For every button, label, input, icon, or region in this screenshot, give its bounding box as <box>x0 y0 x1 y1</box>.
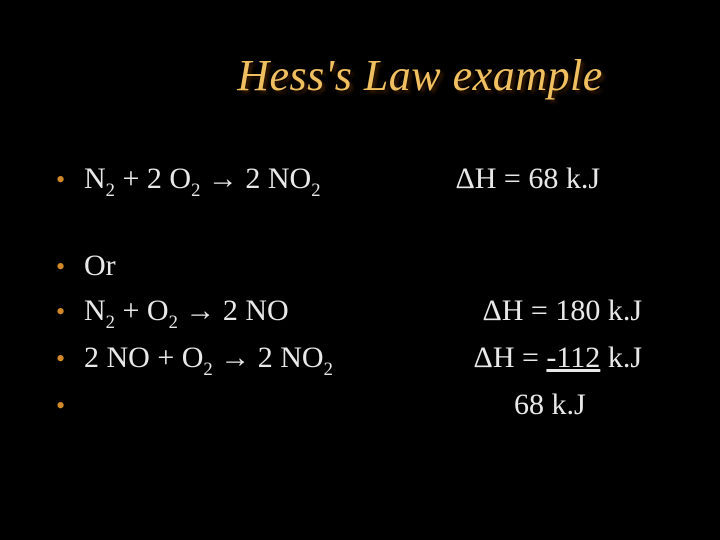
text: k.J <box>600 341 642 374</box>
bullet-icon: • <box>48 341 84 376</box>
text: + O <box>115 294 169 327</box>
bullet-icon: • <box>48 162 84 197</box>
bullet-row: • N2 + 2 O2 → 2 NO2 ΔH = 68 k.J <box>48 159 672 202</box>
text: N <box>84 162 106 195</box>
subscript: 2 <box>191 180 200 201</box>
bullet-icon: • <box>48 249 84 284</box>
spacer <box>48 206 672 246</box>
bullet-row: • Or <box>48 246 672 287</box>
bullet-row: • 68 k.J <box>48 385 672 426</box>
text: → 2 NO <box>213 341 324 374</box>
subscript: 2 <box>203 359 212 380</box>
equation-rhs: ΔH = 180 k.J <box>482 291 672 332</box>
equation-lhs: N2 + 2 O2 → 2 NO2 <box>84 159 321 202</box>
equation-lhs: 2 NO + O2 → 2 NO2 <box>84 338 333 381</box>
subscript: 2 <box>106 180 115 201</box>
equation-rhs: ΔH = -112 k.J <box>474 338 672 379</box>
equation-result: 68 k.J <box>84 385 586 426</box>
text: ΔH = <box>474 341 547 374</box>
equation-rhs: ΔH = 68 k.J <box>455 159 672 200</box>
subscript: 2 <box>169 312 178 333</box>
bullet-row: • 2 NO + O2 → 2 NO2 ΔH = -112 k.J <box>48 338 672 381</box>
text: 2 NO + O <box>84 341 203 374</box>
text: → 2 NO <box>178 294 289 327</box>
bullet-row: • N2 + O2 → 2 NO ΔH = 180 k.J <box>48 291 672 334</box>
equation-lhs: N2 + O2 → 2 NO <box>84 291 289 334</box>
subscript: 2 <box>324 359 333 380</box>
slide-content: • N2 + 2 O2 → 2 NO2 ΔH = 68 k.J • Or • N… <box>48 159 672 425</box>
subscript: 2 <box>106 312 115 333</box>
bullet-icon: • <box>48 294 84 329</box>
subscript: 2 <box>311 180 320 201</box>
text: → 2 NO <box>200 162 311 195</box>
slide: Hess's Law example • N2 + 2 O2 → 2 NO2 Δ… <box>0 0 720 540</box>
slide-title: Hess's Law example <box>48 50 672 101</box>
text-underlined: -112 <box>546 341 600 374</box>
text: + 2 O <box>115 162 191 195</box>
text: Or <box>84 246 116 287</box>
text: N <box>84 294 106 327</box>
bullet-icon: • <box>48 388 84 423</box>
